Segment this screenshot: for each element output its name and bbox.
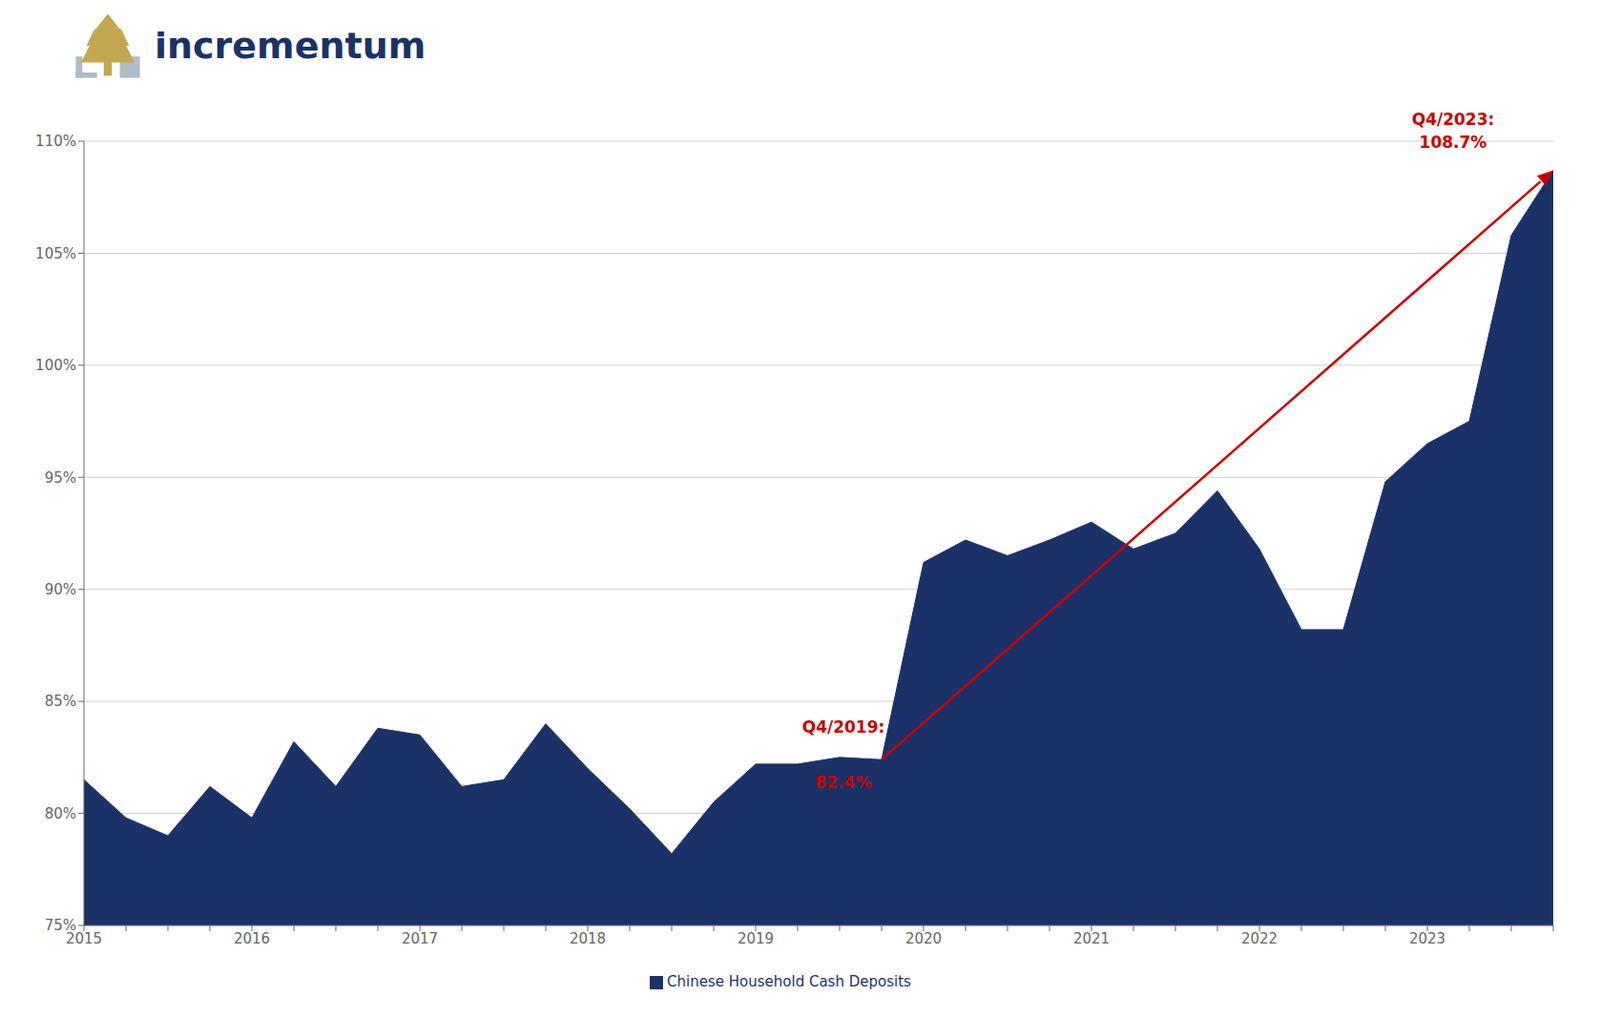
svg-text:100%: 100%	[35, 356, 77, 375]
svg-text:2016: 2016	[233, 930, 271, 948]
html-text:incrementum: incrementum	[154, 24, 426, 67]
svg-text:Q4/2023:: Q4/2023:	[1412, 109, 1496, 129]
svg-text:108.7%: 108.7%	[1419, 132, 1488, 152]
svg-text:2021: 2021	[1073, 930, 1110, 948]
svg-text:2020: 2020	[905, 930, 942, 948]
svg-text:82.4%: 82.4%	[815, 772, 873, 792]
svg-text:2019: 2019	[737, 930, 774, 948]
svg-text:Q4/2019:: Q4/2019:	[802, 717, 886, 737]
svg-text:90%: 90%	[44, 581, 77, 599]
html-text:Chinese Household Cash Deposit: Chinese Household Cash Deposits	[667, 973, 912, 991]
svg-text:85%: 85%	[44, 692, 77, 710]
svg-text:75%: 75%	[44, 916, 77, 935]
svg-text:2022: 2022	[1241, 930, 1278, 948]
svg-text:105%: 105%	[35, 245, 77, 263]
svg-text:2015: 2015	[65, 929, 103, 948]
svg-text:2018: 2018	[569, 930, 606, 948]
svg-text:80%: 80%	[44, 805, 77, 823]
svg-text:2017: 2017	[401, 930, 438, 948]
svg-text:95%: 95%	[44, 469, 77, 487]
svg-text:110%: 110%	[35, 132, 77, 150]
svg-text:2023: 2023	[1409, 930, 1446, 948]
